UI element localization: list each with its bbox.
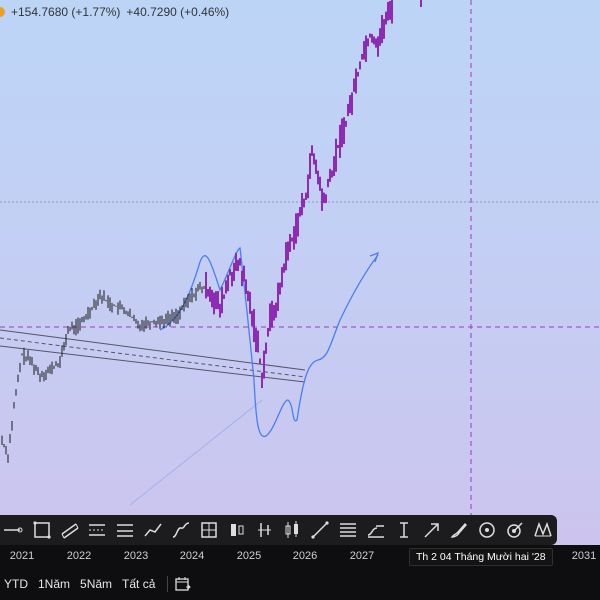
- status-dot-icon: [0, 7, 5, 17]
- rectangle-icon: [33, 521, 51, 539]
- channel-line-middle[interactable]: [0, 337, 306, 378]
- tool-brush[interactable]: [446, 515, 474, 545]
- year-label: 2031: [571, 550, 597, 562]
- tool-cycle-lines[interactable]: [473, 515, 501, 545]
- range-bar: YTD 1Năm 5Năm Tất cả: [0, 567, 600, 600]
- line-icon: [311, 521, 329, 539]
- range-1-year-button[interactable]: 1Năm: [38, 576, 71, 591]
- price-chart[interactable]: [0, 0, 600, 545]
- tool-trend-line-partial[interactable]: [0, 515, 28, 545]
- polyline-icon: [144, 523, 162, 537]
- year-label: 2024: [179, 550, 205, 562]
- tool-arrow[interactable]: [418, 515, 446, 545]
- extended-change: +40.7290 (+0.46%): [126, 5, 230, 19]
- bars-pattern-icon: [257, 523, 271, 537]
- brush-icon: [451, 522, 468, 538]
- year-label: 2026: [292, 550, 318, 562]
- range-ytd-button[interactable]: YTD: [4, 576, 28, 591]
- xabcd-pattern-icon: [534, 521, 552, 537]
- year-label: 2027: [349, 550, 375, 562]
- tool-fib-retracement[interactable]: [334, 515, 362, 545]
- path-icon: [172, 522, 190, 538]
- date-range-button[interactable]: [174, 576, 192, 592]
- range-all-button[interactable]: Tất cả: [122, 576, 156, 591]
- projection-arrowhead: [369, 251, 380, 263]
- tool-long-position[interactable]: [223, 515, 251, 545]
- crosshair-date-tooltip: Th 2 04 Tháng Mười hai '28: [409, 548, 553, 566]
- trend-line-icon: [3, 527, 23, 533]
- price-change-readout: +154.7680 (+1.77%) +40.7290 (+0.46%): [0, 5, 230, 19]
- tool-xabcd-pattern[interactable]: [529, 515, 557, 545]
- year-label: 2025: [236, 550, 262, 562]
- parallel-channel-icon: [61, 523, 79, 539]
- chart-area[interactable]: +154.7680 (+1.77%) +40.7290 (+0.46%): [0, 0, 600, 545]
- year-label: 2021: [9, 550, 35, 562]
- range-5-years-button[interactable]: 5Năm: [80, 576, 113, 591]
- calendar-range-icon: [175, 576, 192, 591]
- candles-pattern-icon: [285, 521, 299, 538]
- projection-path[interactable]: [159, 247, 379, 438]
- absolute-change: +154.7680 (+1.77%): [11, 5, 121, 19]
- fib-retracement-icon: [340, 523, 357, 537]
- gann-box-icon: [201, 522, 217, 538]
- tool-text-cursor[interactable]: [390, 515, 418, 545]
- regression-trend-icon: [89, 524, 106, 536]
- tool-rectangle[interactable]: [28, 515, 56, 545]
- tool-candles-pattern[interactable]: [278, 515, 306, 545]
- tool-regression-trend[interactable]: [84, 515, 112, 545]
- tool-gann-box[interactable]: [195, 515, 223, 545]
- candlestick-series: [1, 0, 422, 463]
- tool-flat-top-bottom[interactable]: [111, 515, 139, 545]
- cycle-lines-icon: [479, 522, 496, 538]
- tool-line[interactable]: [306, 515, 334, 545]
- tool-target[interactable]: [501, 515, 529, 545]
- arrow-icon: [424, 523, 439, 538]
- faint-trend-line: [129, 399, 263, 506]
- flat-top-bottom-icon: [117, 524, 134, 537]
- divider: [167, 575, 169, 592]
- target-icon: [507, 522, 523, 538]
- tool-path[interactable]: [167, 515, 195, 545]
- drawing-toolbar: [0, 515, 557, 545]
- tool-polyline[interactable]: [139, 515, 167, 545]
- year-label: 2023: [123, 550, 149, 562]
- tool-parallel-channel[interactable]: [56, 515, 84, 545]
- trend-based-fib-icon: [367, 525, 384, 538]
- long-position-icon: [230, 524, 244, 536]
- tool-trend-based-fib[interactable]: [362, 515, 390, 545]
- text-cursor-icon: [399, 522, 408, 538]
- tool-bars-pattern[interactable]: [251, 515, 279, 545]
- year-label: 2022: [66, 550, 92, 562]
- channel-line-upper[interactable]: [0, 329, 306, 371]
